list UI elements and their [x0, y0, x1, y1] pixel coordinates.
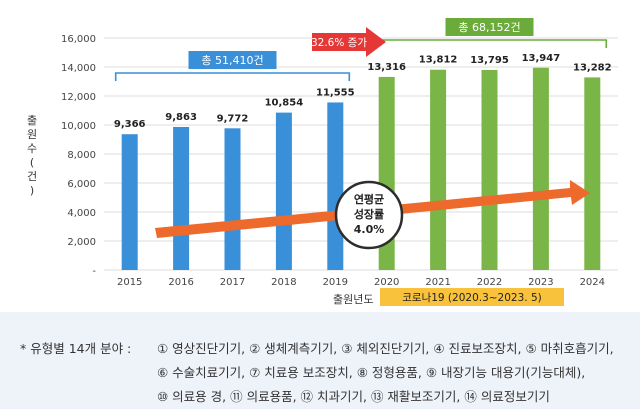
- bar-value-label: 9,772: [217, 113, 249, 124]
- group-badge: [445, 18, 534, 36]
- period-label: 코로나19 (2020.3~2023. 5): [402, 292, 542, 304]
- cagr-label-line: 연평균: [354, 192, 384, 206]
- x-axis-label: 출원년도: [333, 293, 373, 306]
- y-axis-label: 출 원 수(건): [27, 114, 37, 197]
- note-line-1: * 유형별 14개 분야 : ① 영상진단기기, ② 생체계측기기, ③ 체외진단…: [20, 338, 614, 357]
- bar-value-label: 13,812: [419, 55, 458, 66]
- y-tick-label: 14,000: [61, 63, 96, 74]
- x-tick-label: 2024: [580, 277, 605, 288]
- increase-arrow: [312, 27, 386, 57]
- x-tick-label: 2022: [477, 277, 502, 288]
- y-tick-label: -: [92, 266, 96, 277]
- y-tick-label: 12,000: [61, 92, 96, 103]
- cagr-label-line: 4.0%: [354, 223, 385, 236]
- bar-value-label: 9,863: [165, 112, 197, 123]
- group-bracket: [371, 39, 608, 48]
- bar-value-label: 13,282: [573, 62, 612, 73]
- bar: [327, 102, 344, 270]
- bar-value-label: 9,366: [114, 119, 146, 130]
- chart-panel: - 2,000 4,000 6,000 8,000 10,000 12,000 14,000 1…: [26, 18, 618, 306]
- increase-label: 32.6% 증가: [311, 37, 367, 49]
- period-badge: [380, 288, 564, 306]
- x-tick-label: 2015: [117, 277, 142, 288]
- group-total-label: 총 68,152건: [458, 21, 520, 34]
- note-text-1: ① 영상진단기기, ② 생체계측기기, ③ 체외진단기기, ④ 진료보조장치, …: [157, 341, 614, 356]
- bar-value-label: 13,947: [522, 53, 561, 64]
- bar: [532, 67, 549, 271]
- x-tick-label: 2020: [374, 277, 399, 288]
- bar: [121, 134, 138, 270]
- x-tick-label: 2021: [425, 277, 450, 288]
- cagr-label-line: 성장률: [354, 207, 384, 221]
- y-tick-label: 2,000: [67, 237, 96, 248]
- notes-panel: * 유형별 14개 분야 : ① 영상진단기기, ② 생체계측기기, ③ 체외진단…: [0, 312, 640, 409]
- x-tick-label: 2023: [528, 277, 553, 288]
- bar: [275, 112, 292, 270]
- bar: [430, 69, 447, 270]
- bar-value-label: 13,316: [367, 62, 406, 73]
- bar-chart: - 2,000 4,000 6,000 8,000 10,000 12,000 14,000 1…: [27, 18, 618, 306]
- y-tick-label: 10,000: [61, 121, 96, 132]
- x-tick-label: 2019: [323, 277, 348, 288]
- bar-value-label: 13,795: [470, 55, 509, 66]
- x-tick-label: 2016: [168, 277, 193, 288]
- note-line-3: ⑩ 의료용 경, ⑪ 의료용품, ⑫ 치과기기, ⑬ 재활보조기기, ⑭ 의료정…: [157, 389, 550, 404]
- bar: [584, 77, 601, 270]
- group-total-label: 총 51,410건: [201, 54, 263, 67]
- note-prefix: * 유형별 14개 분야 :: [20, 341, 132, 356]
- y-tick-label: 4,000: [67, 208, 96, 219]
- note-line-2: ⑥ 수술치료기기, ⑦ 치료용 보조장치, ⑧ 정형용품, ⑨ 내장기능 대용기…: [157, 365, 586, 380]
- x-tick-label: 2017: [220, 277, 245, 288]
- bar: [481, 69, 498, 270]
- y-tick-label: 8,000: [67, 150, 96, 161]
- bar: [173, 126, 190, 270]
- cagr-circle: [334, 180, 404, 250]
- x-tick-label: 2018: [271, 277, 296, 288]
- bar-value-label: 11,555: [316, 87, 355, 98]
- group-bracket: [114, 72, 351, 81]
- y-tick-label: 16,000: [61, 34, 96, 45]
- group-badge: [188, 51, 277, 69]
- bar: [224, 128, 241, 270]
- y-tick-label: 6,000: [67, 179, 96, 190]
- bar-value-label: 10,854: [265, 98, 304, 109]
